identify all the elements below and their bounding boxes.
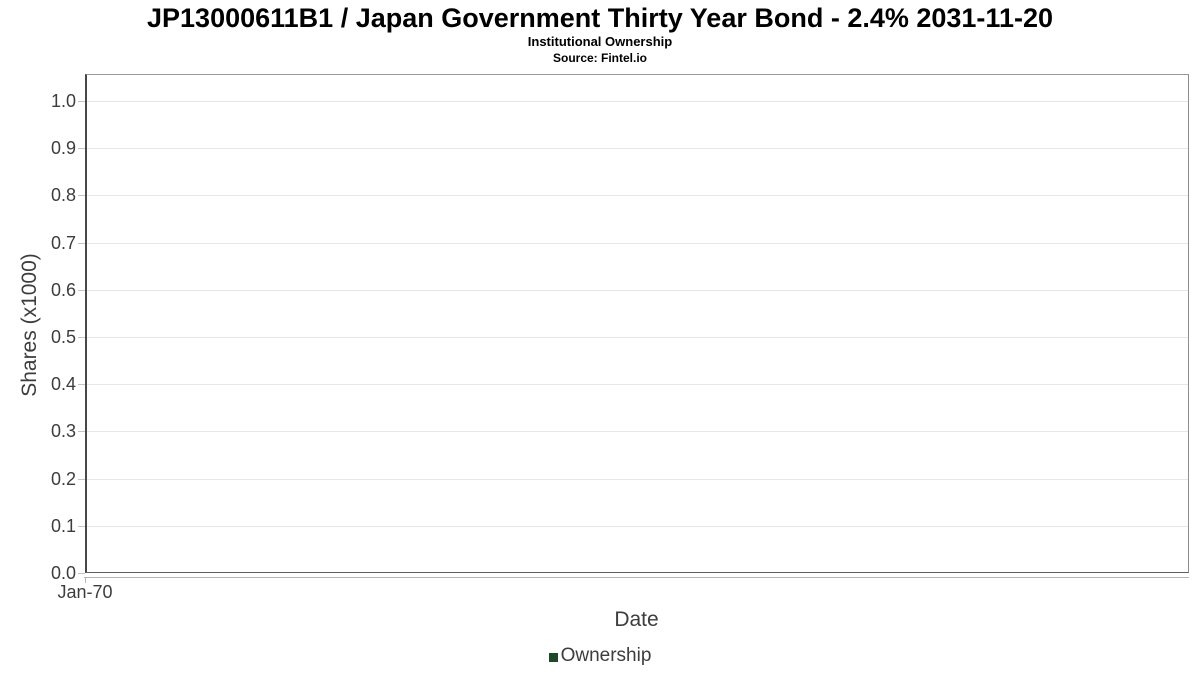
x-axis-title: Date <box>614 608 659 631</box>
gridline-y-0.6 <box>87 290 1188 291</box>
y-tick-label-0.1: 0.1 <box>50 516 76 536</box>
gridline-y-1.0 <box>87 101 1188 102</box>
x-tick-mark <box>85 578 86 583</box>
y-tick-label-0.7: 0.7 <box>50 233 76 253</box>
legend: Ownership <box>0 645 1200 667</box>
x-axis-baseline <box>84 577 1189 578</box>
gridline-y-0.2 <box>87 479 1188 480</box>
y-tick-mark-0.5 <box>78 337 85 338</box>
y-tick-mark-0.4 <box>78 384 85 385</box>
y-tick-label-0.6: 0.6 <box>50 280 76 300</box>
y-tick-label-0.0: 0.0 <box>50 563 76 583</box>
y-tick-label-0.5: 0.5 <box>50 327 76 347</box>
y-tick-mark-0.3 <box>78 431 85 432</box>
chart-title: JP13000611B1 / Japan Government Thirty Y… <box>147 3 1053 33</box>
y-tick-label-0.3: 0.3 <box>50 421 76 441</box>
gridline-y-0.8 <box>87 195 1188 196</box>
chart-subtitle: Institutional Ownership <box>527 34 673 49</box>
y-tick-mark-0.2 <box>78 479 85 480</box>
y-tick-mark-0.8 <box>78 195 85 196</box>
y-tick-mark-0.0 <box>78 573 85 574</box>
y-tick-mark-0.1 <box>78 526 85 527</box>
y-tick-label-0.8: 0.8 <box>50 185 76 205</box>
plot-area <box>85 74 1189 573</box>
gridline-y-0.9 <box>87 148 1188 149</box>
gridline-y-0.3 <box>87 431 1188 432</box>
y-tick-label-0.2: 0.2 <box>50 469 76 489</box>
gridline-y-0.7 <box>87 243 1188 244</box>
y-tick-label-0.9: 0.9 <box>50 138 76 158</box>
y-tick-mark-0.7 <box>78 243 85 244</box>
legend-label-ownership: Ownership <box>560 645 652 666</box>
y-tick-mark-1.0 <box>78 101 85 102</box>
y-tick-mark-0.6 <box>78 290 85 291</box>
x-tick-label: Jan-70 <box>57 582 113 602</box>
y-tick-label-0.4: 0.4 <box>50 374 76 394</box>
gridline-y-0.4 <box>87 384 1188 385</box>
y-tick-mark-0.9 <box>78 148 85 149</box>
chart-source: Source: Fintel.io <box>552 51 647 65</box>
legend-swatch-ownership-icon <box>548 653 558 662</box>
gridline-y-0.5 <box>87 337 1188 338</box>
gridline-y-0.1 <box>87 526 1188 527</box>
y-tick-label-1.0: 1.0 <box>50 91 76 111</box>
